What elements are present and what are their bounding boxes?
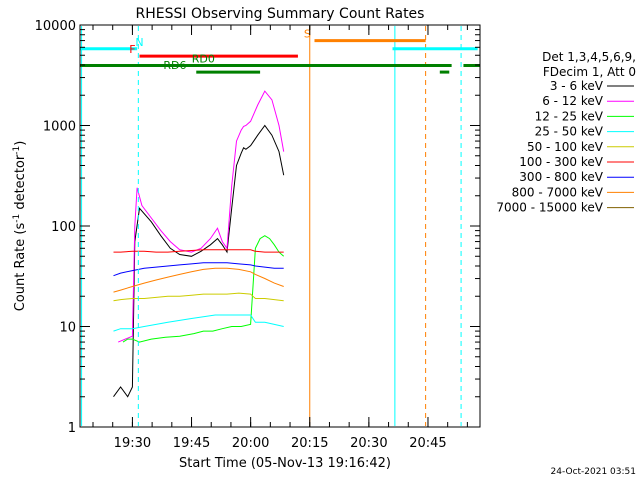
y-tick-label: 1	[68, 421, 76, 436]
legend-label: 50 - 100 keV	[527, 140, 604, 154]
x-axis-label: Start Time (05-Nov-13 19:16:42)	[179, 456, 391, 471]
legend-label: 800 - 7000 keV	[512, 185, 604, 199]
plot-series-group	[113, 90, 285, 428]
flag-bar-label: F	[129, 43, 135, 56]
legend-label: 25 - 50 keV	[535, 125, 604, 139]
x-tick-label: 20:45	[409, 436, 446, 451]
flag-bar-label: RD0	[192, 53, 215, 66]
annotation-group: N S F RD0 RD6	[80, 26, 480, 426]
y-label-sup1: -1	[12, 214, 22, 223]
y-tick-label: 100	[51, 220, 76, 235]
date-stamp: 24-Oct-2021 03:51	[551, 467, 636, 477]
y-tick-label: 1000	[43, 120, 76, 135]
plot-frame	[79, 24, 481, 428]
legend-header-detectors: Det 1,3,4,5,6,9,	[542, 50, 636, 64]
series-line	[113, 262, 284, 277]
series-line	[118, 90, 285, 343]
chart-title: RHESSI Observing Summary Count Rates	[136, 6, 425, 22]
y-tick-label: 10000	[35, 19, 76, 34]
legend-label: 12 - 25 keV	[535, 109, 604, 123]
flag-bar-label: N	[135, 36, 143, 49]
axes-group: 1 10 100 1000 10000 19:30 19:45 20:00 20:15 20:30…	[35, 19, 480, 451]
series-line	[122, 235, 285, 343]
y-tick-label: 10	[59, 321, 76, 336]
flag-bar-label: RD6	[163, 59, 186, 72]
y-label-sup2: -1	[12, 146, 22, 155]
x-tick-label: 19:30	[114, 436, 151, 451]
x-tick-label: 20:15	[291, 436, 328, 451]
series-line	[113, 267, 284, 293]
series-line	[113, 124, 285, 398]
y-label-main: Count Rate (s	[13, 223, 28, 312]
legend-label: 7000 - 15000 keV	[496, 201, 603, 215]
legend-label: 300 - 800 keV	[519, 170, 603, 184]
legend-label: 6 - 12 keV	[542, 94, 604, 108]
x-tick-label: 19:45	[173, 436, 210, 451]
series-line	[113, 314, 284, 332]
series-line	[113, 292, 284, 302]
flag-bar-label: S	[304, 28, 311, 41]
x-tick-label: 20:30	[350, 436, 387, 451]
legend-label: 100 - 300 keV	[519, 155, 603, 169]
y-label-mid: detector	[13, 154, 28, 214]
series-line	[113, 249, 284, 253]
y-axis-label: Count Rate (s-1 detector-1)	[12, 141, 28, 312]
y-label-end: )	[13, 141, 28, 146]
legend-header-fdecim: FDecim 1, Att 0	[543, 65, 636, 79]
legend-label: 3 - 6 keV	[550, 79, 604, 93]
x-tick-label: 20:00	[232, 436, 269, 451]
